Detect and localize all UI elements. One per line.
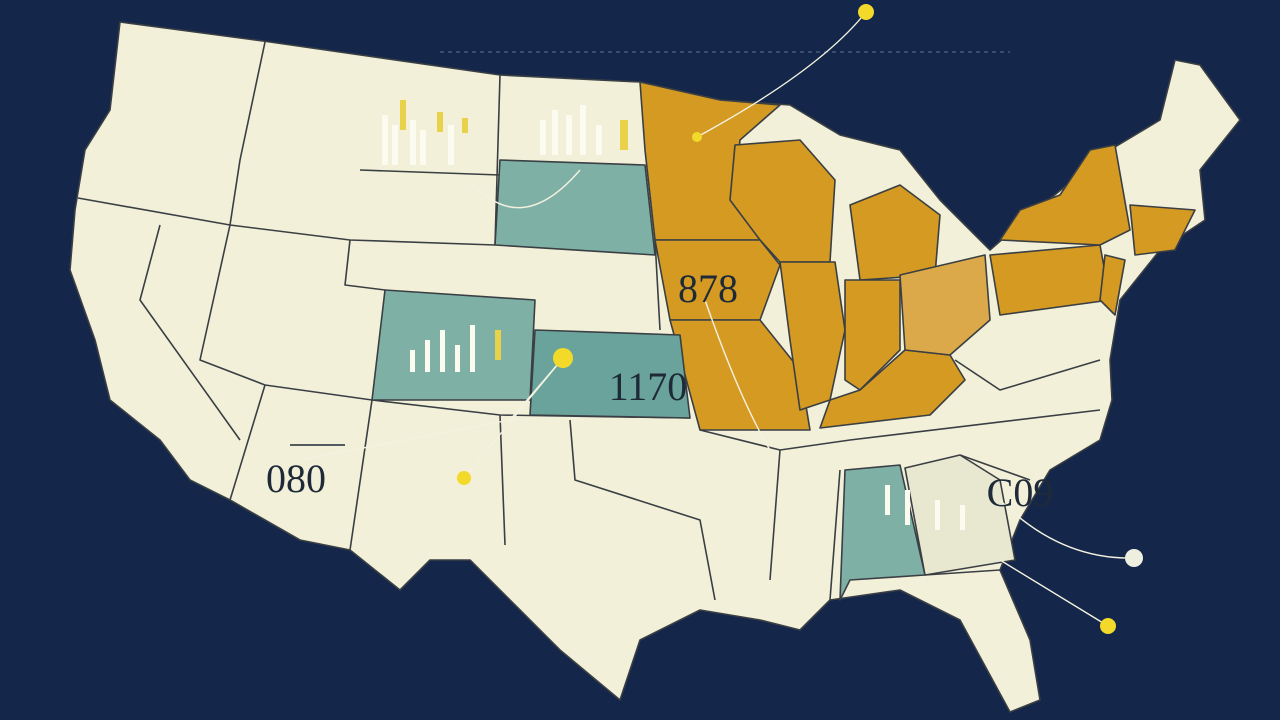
region-label: 1170 [609,364,688,409]
markers [457,4,1143,634]
state-borders [77,41,1101,601]
leader-lines [299,11,1135,627]
ohio [899,254,991,356]
highlighted-states [639,81,1196,431]
region-label: 878 [678,266,738,311]
region-label: C09 [987,470,1054,515]
bar-decorations [382,100,965,530]
region-label: 080 [266,456,326,501]
teal-states [371,159,926,601]
